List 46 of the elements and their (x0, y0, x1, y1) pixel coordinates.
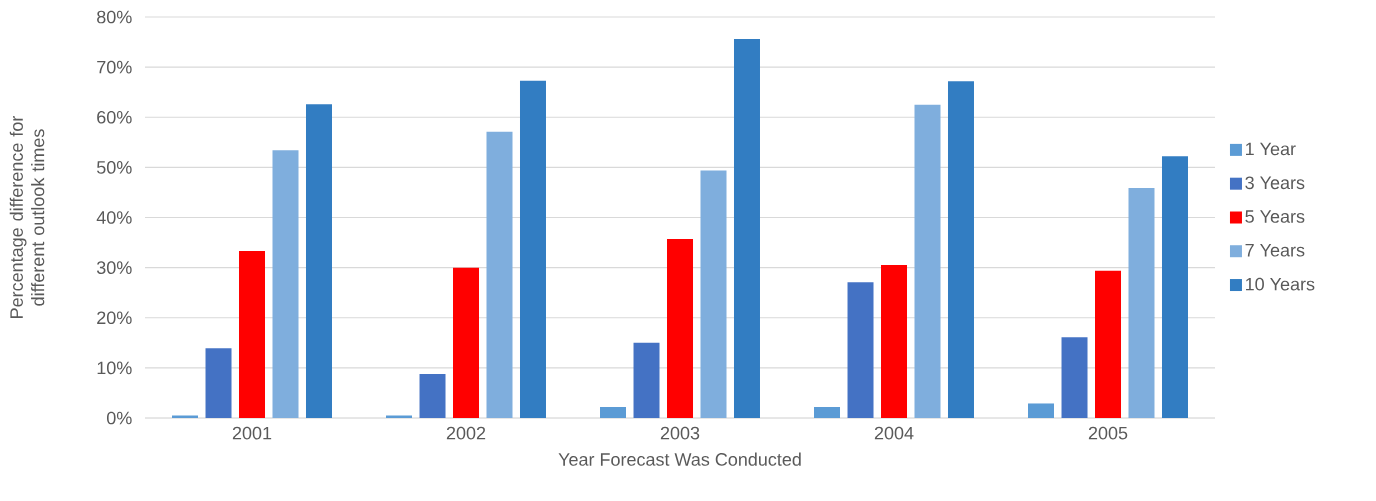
bar (1061, 337, 1088, 418)
x-tick-label: 2004 (874, 426, 914, 440)
bar (700, 170, 727, 418)
bar (272, 150, 299, 418)
y-tick-label: 40% (96, 211, 132, 224)
x-axis-title: Year Forecast Was Conducted (558, 452, 801, 466)
x-tick-label: 2003 (660, 426, 700, 440)
x-tick-label: 2002 (446, 426, 486, 440)
x-tick-label: 2001 (232, 426, 272, 440)
bar (205, 348, 232, 418)
bar (486, 131, 513, 418)
legend-label: 7 Years (1245, 244, 1305, 257)
y-axis-title: Percentage difference for different outlook times (9, 115, 45, 318)
bar (881, 265, 908, 418)
bar (519, 80, 546, 418)
y-tick-label: 0% (106, 411, 132, 425)
bar (1095, 270, 1122, 418)
bar (1162, 156, 1188, 418)
y-tick-label: 10% (97, 361, 132, 375)
bar (733, 39, 760, 418)
bar (633, 342, 660, 418)
bar (667, 239, 694, 418)
y-tick-label: 70% (97, 60, 132, 74)
legend-label: 3 Years (1245, 176, 1305, 190)
bar (305, 104, 332, 418)
x-tick-label: 2005 (1088, 426, 1128, 440)
legend-label: 1 Year (1246, 142, 1296, 156)
bar (914, 104, 941, 418)
bar (814, 406, 841, 418)
bar (453, 267, 480, 418)
legend-label: 10 Years (1246, 277, 1315, 291)
legend-label: 5 Years (1245, 210, 1305, 223)
bar (172, 415, 199, 418)
bar (948, 81, 974, 418)
bar (1028, 403, 1055, 418)
bar (386, 415, 413, 418)
y-tick-label: 30% (96, 261, 132, 274)
bar (600, 406, 627, 418)
bar (419, 373, 446, 418)
y-tick-label: 80% (97, 10, 132, 24)
bar (847, 282, 874, 418)
bar (239, 251, 266, 418)
y-tick-label: 50% (96, 161, 132, 174)
bar (1128, 187, 1155, 418)
y-tick-label: 60% (97, 110, 132, 124)
y-tick-label: 20% (97, 311, 132, 325)
